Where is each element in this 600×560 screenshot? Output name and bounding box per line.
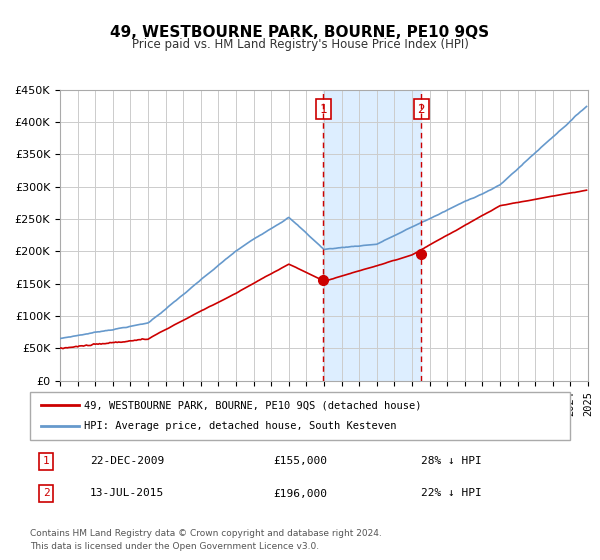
Text: £155,000: £155,000	[273, 456, 327, 466]
Text: 1: 1	[43, 456, 50, 466]
Text: 2: 2	[418, 102, 425, 115]
FancyBboxPatch shape	[30, 392, 570, 440]
Text: 1: 1	[320, 102, 327, 115]
Bar	[323, 90, 421, 381]
Text: 22-DEC-2009: 22-DEC-2009	[90, 456, 164, 466]
Text: 28% ↓ HPI: 28% ↓ HPI	[421, 456, 482, 466]
Text: Contains HM Land Registry data © Crown copyright and database right 2024.: Contains HM Land Registry data © Crown c…	[30, 529, 382, 538]
Text: 49, WESTBOURNE PARK, BOURNE, PE10 9QS: 49, WESTBOURNE PARK, BOURNE, PE10 9QS	[110, 25, 490, 40]
Text: This data is licensed under the Open Government Licence v3.0.: This data is licensed under the Open Gov…	[30, 542, 319, 551]
Text: Price paid vs. HM Land Registry's House Price Index (HPI): Price paid vs. HM Land Registry's House …	[131, 38, 469, 51]
Text: 2: 2	[43, 488, 50, 498]
Text: HPI: Average price, detached house, South Kesteven: HPI: Average price, detached house, Sout…	[84, 421, 397, 431]
Text: £196,000: £196,000	[273, 488, 327, 498]
Text: 22% ↓ HPI: 22% ↓ HPI	[421, 488, 482, 498]
Text: 13-JUL-2015: 13-JUL-2015	[90, 488, 164, 498]
Text: 49, WESTBOURNE PARK, BOURNE, PE10 9QS (detached house): 49, WESTBOURNE PARK, BOURNE, PE10 9QS (d…	[84, 400, 421, 410]
